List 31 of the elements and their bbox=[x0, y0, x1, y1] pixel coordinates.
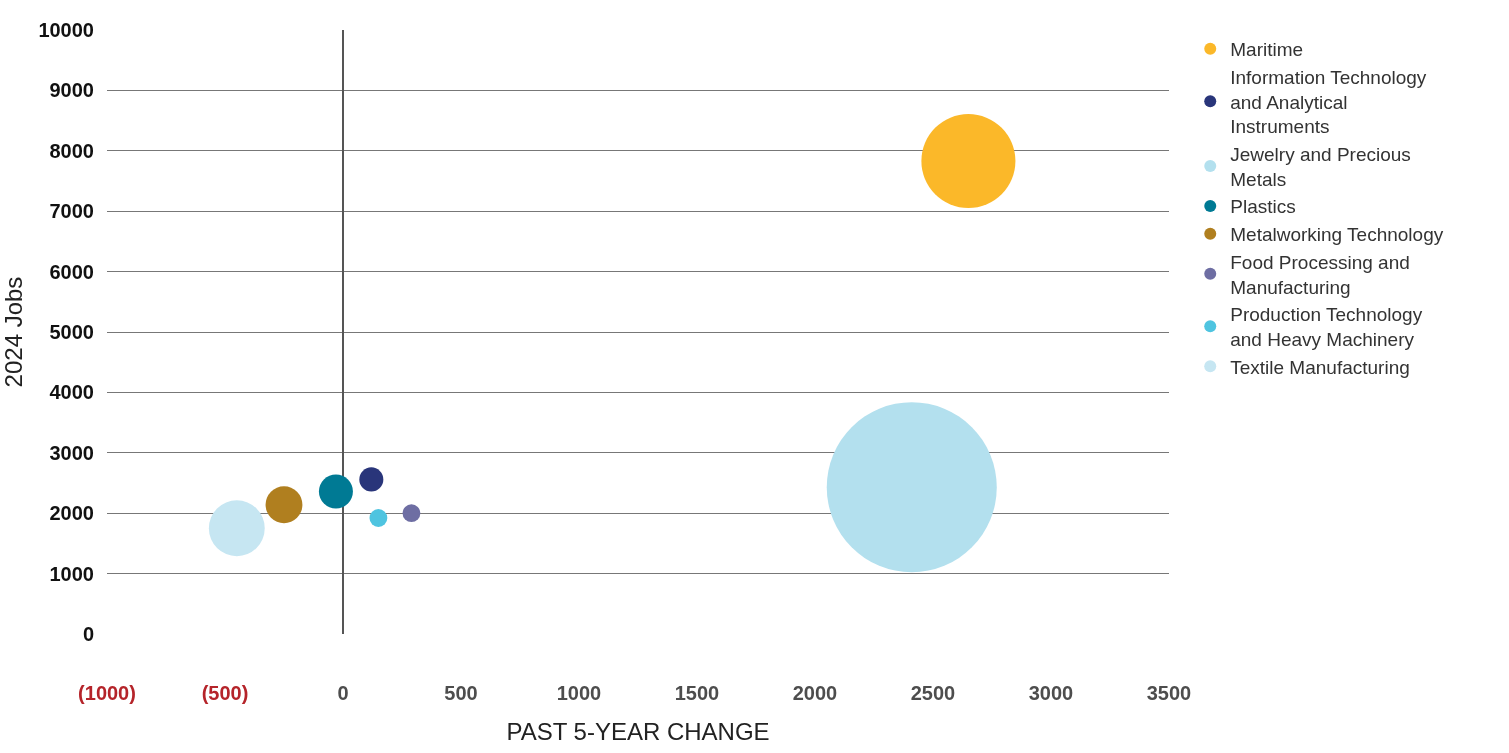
x-tick-label: (500) bbox=[201, 682, 249, 704]
y-tick-label: 1000 bbox=[49, 562, 94, 585]
y-tick-label: 10000 bbox=[38, 19, 94, 41]
legend-label: Information Technology and Analytical Instruments bbox=[1230, 66, 1427, 138]
y-tick-label: 6000 bbox=[49, 260, 94, 283]
x-tick-label: 0 bbox=[337, 682, 349, 704]
legend-label: Jewelry and Precious Metals bbox=[1230, 144, 1411, 190]
x-axis-title: PAST 5-YEAR CHANGE bbox=[506, 718, 770, 746]
x-tick-label: 3500 bbox=[1146, 682, 1192, 704]
x-tick-label: 1500 bbox=[674, 682, 720, 704]
y-tick-label: 2000 bbox=[49, 502, 94, 525]
x-tick-label: 3000 bbox=[1028, 682, 1074, 704]
legend-label: Maritime bbox=[1230, 39, 1304, 61]
x-tick-label: 2000 bbox=[792, 682, 838, 704]
legend-label: Plastics bbox=[1230, 196, 1296, 218]
legend-label: Food Processing and Manufacturing bbox=[1230, 251, 1410, 298]
y-tick-label: 0 bbox=[82, 623, 94, 645]
y-tick-label: 7000 bbox=[49, 200, 94, 223]
x-tick-label: (1000) bbox=[78, 682, 136, 704]
legend-label: Metalworking Technology bbox=[1230, 224, 1444, 246]
y-tick-label: 3000 bbox=[49, 441, 94, 464]
x-tick-label: 2500 bbox=[910, 682, 956, 704]
y-tick-label: 4000 bbox=[49, 381, 94, 404]
legend-label: Production Technology and Heavy Machinery bbox=[1230, 304, 1423, 350]
x-tick-label: 1000 bbox=[556, 682, 602, 704]
y-axis-title: 2024 Jobs bbox=[0, 276, 27, 388]
y-tick-label: 8000 bbox=[49, 139, 94, 162]
legend-label: Textile Manufacturing bbox=[1230, 356, 1410, 378]
y-tick-label: 9000 bbox=[49, 79, 94, 102]
y-tick-label: 5000 bbox=[49, 321, 94, 343]
x-tick-label: 500 bbox=[444, 682, 478, 704]
